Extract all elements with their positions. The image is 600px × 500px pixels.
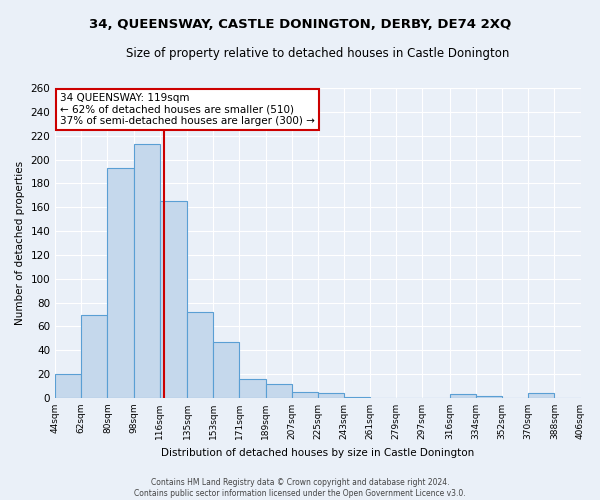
Bar [81, 314, 107, 398]
Bar [214, 342, 239, 398]
Bar [160, 202, 187, 398]
Bar [450, 394, 476, 398]
Bar [266, 384, 292, 398]
Title: Size of property relative to detached houses in Castle Donington: Size of property relative to detached ho… [126, 48, 509, 60]
Bar [107, 168, 134, 398]
Text: 34, QUEENSWAY, CASTLE DONINGTON, DERBY, DE74 2XQ: 34, QUEENSWAY, CASTLE DONINGTON, DERBY, … [89, 18, 511, 30]
Bar [318, 393, 344, 398]
X-axis label: Distribution of detached houses by size in Castle Donington: Distribution of detached houses by size … [161, 448, 475, 458]
Bar [187, 312, 214, 398]
Bar [239, 379, 266, 398]
Text: Contains HM Land Registry data © Crown copyright and database right 2024.
Contai: Contains HM Land Registry data © Crown c… [134, 478, 466, 498]
Bar [134, 144, 160, 398]
Bar [55, 374, 81, 398]
Bar [476, 396, 502, 398]
Bar [292, 392, 318, 398]
Text: 34 QUEENSWAY: 119sqm
← 62% of detached houses are smaller (510)
37% of semi-deta: 34 QUEENSWAY: 119sqm ← 62% of detached h… [61, 92, 315, 126]
Bar [344, 396, 370, 398]
Bar [528, 393, 554, 398]
Y-axis label: Number of detached properties: Number of detached properties [15, 161, 25, 325]
